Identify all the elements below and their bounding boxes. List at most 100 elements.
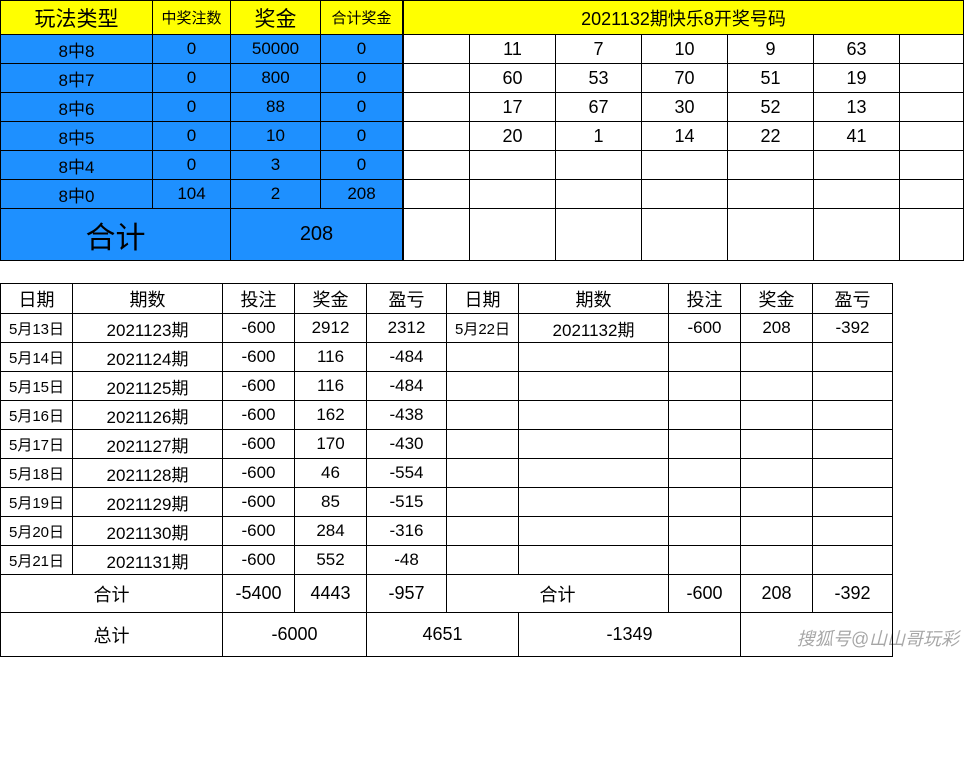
history-cell-period: 2021130期: [73, 517, 223, 546]
history-row: 5月17日2021127期-600170-430: [1, 430, 893, 459]
history-grand-bonus: 4651: [367, 613, 519, 657]
numbers-cell: 19: [814, 64, 900, 93]
history-cell-bonus: 116: [295, 372, 367, 401]
history-cell-bet: -600: [223, 314, 295, 343]
prize-sum-row: 合计 208: [1, 209, 403, 261]
history-header-row: 日期 期数 投注 奖金 盈亏 日期 期数 投注 奖金 盈亏: [1, 284, 893, 314]
history-cell-period: [519, 546, 669, 575]
history-cell-bonus: 552: [295, 546, 367, 575]
prize-cell-count: 0: [153, 122, 231, 151]
history-row: 5月15日2021125期-600116-484: [1, 372, 893, 401]
history-cell-pl: [813, 401, 893, 430]
numbers-cell: [728, 151, 814, 180]
numbers-cell: [404, 122, 470, 151]
history-cell-pl: [813, 343, 893, 372]
numbers-cell: 67: [556, 93, 642, 122]
history-cell-date: 5月17日: [1, 430, 73, 459]
history-header-pl: 盈亏: [367, 284, 447, 314]
history-cell-bet: -600: [669, 314, 741, 343]
prize-cell-type: 8中7: [1, 64, 153, 93]
history-header-bonus: 奖金: [741, 284, 813, 314]
numbers-cell: 41: [814, 122, 900, 151]
prize-cell-type: 8中0: [1, 180, 153, 209]
history-cell-pl: -515: [367, 488, 447, 517]
history-cell-pl: -48: [367, 546, 447, 575]
history-cell-bet: -600: [223, 401, 295, 430]
numbers-cell: [900, 64, 964, 93]
history-cell-date: [447, 430, 519, 459]
history-cell-date: [447, 459, 519, 488]
numbers-cell: 14: [642, 122, 728, 151]
history-cell-bonus: [741, 459, 813, 488]
history-sum-label-left: 合计: [1, 575, 223, 613]
history-cell-bet: [669, 459, 741, 488]
numbers-cell: 52: [728, 93, 814, 122]
numbers-cell: 53: [556, 64, 642, 93]
history-cell-bet: -600: [223, 488, 295, 517]
history-header-date: 日期: [1, 284, 73, 314]
history-header-bet: 投注: [223, 284, 295, 314]
numbers-cell: [728, 180, 814, 209]
numbers-cell: [470, 180, 556, 209]
prize-cell-count: 0: [153, 35, 231, 64]
prize-cell-total: 0: [321, 64, 403, 93]
numbers-cell: 30: [642, 93, 728, 122]
history-cell-period: 2021125期: [73, 372, 223, 401]
prize-header-bonus: 奖金: [231, 1, 321, 35]
history-sum-right-bet: -600: [669, 575, 741, 613]
history-cell-bonus: 116: [295, 343, 367, 372]
numbers-cell: [900, 122, 964, 151]
history-sum-right-bonus: 208: [741, 575, 813, 613]
prize-cell-type: 8中8: [1, 35, 153, 64]
history-header-bet: 投注: [669, 284, 741, 314]
numbers-cell: [900, 151, 964, 180]
history-row: 5月21日2021131期-600552-48: [1, 546, 893, 575]
numbers-cell: 60: [470, 64, 556, 93]
numbers-cell: [814, 151, 900, 180]
history-cell-period: [519, 517, 669, 546]
numbers-cell: 20: [470, 122, 556, 151]
history-cell-date: 5月14日: [1, 343, 73, 372]
history-cell-pl: [813, 372, 893, 401]
history-cell-bonus: [741, 430, 813, 459]
history-header-period: 期数: [73, 284, 223, 314]
history-header-pl: 盈亏: [813, 284, 893, 314]
numbers-cell: 22: [728, 122, 814, 151]
history-cell-pl: -484: [367, 343, 447, 372]
numbers-cell: [556, 180, 642, 209]
history-cell-bonus: 85: [295, 488, 367, 517]
history-row: 5月18日2021128期-60046-554: [1, 459, 893, 488]
numbers-cell: [404, 93, 470, 122]
history-grand-row: 总计 -6000 4651 -1349: [1, 613, 893, 657]
history-cell-period: [519, 488, 669, 517]
history-cell-date: [447, 488, 519, 517]
history-cell-period: [519, 430, 669, 459]
numbers-row: 1767305213: [404, 93, 964, 122]
numbers-row: 201142241: [404, 122, 964, 151]
history-header-period: 期数: [519, 284, 669, 314]
numbers-cell: 9: [728, 35, 814, 64]
numbers-cell: [642, 151, 728, 180]
numbers-cell: [470, 209, 556, 261]
numbers-cell: 11: [470, 35, 556, 64]
history-header-date: 日期: [447, 284, 519, 314]
numbers-cell: 63: [814, 35, 900, 64]
history-cell-pl: [813, 488, 893, 517]
numbers-row: 6053705119: [404, 64, 964, 93]
history-cell-bet: -600: [223, 546, 295, 575]
history-cell-period: 2021131期: [73, 546, 223, 575]
numbers-row: [404, 180, 964, 209]
history-cell-date: [447, 517, 519, 546]
numbers-blank-row: [404, 209, 964, 261]
prize-row: 8中01042208: [1, 180, 403, 209]
history-cell-bonus: [741, 372, 813, 401]
history-cell-bonus: [741, 488, 813, 517]
prize-cell-total: 0: [321, 151, 403, 180]
numbers-cell: [404, 64, 470, 93]
top-section: 玩法类型 中奖注数 奖金 合计奖金 8中805000008中7080008中60…: [0, 0, 969, 261]
history-cell-bonus: [741, 546, 813, 575]
history-cell-bet: -600: [223, 459, 295, 488]
history-cell-bet: [669, 488, 741, 517]
prize-row: 8中50100: [1, 122, 403, 151]
history-cell-pl: -430: [367, 430, 447, 459]
